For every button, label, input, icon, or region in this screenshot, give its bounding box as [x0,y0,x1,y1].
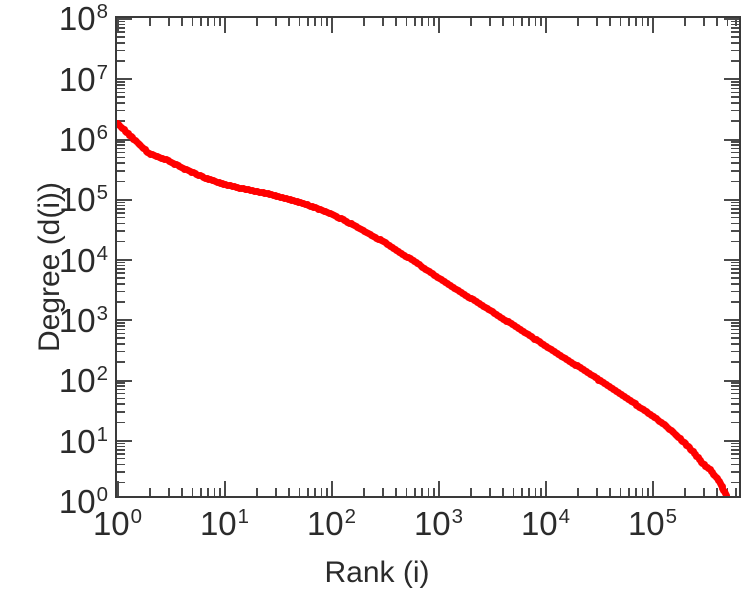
y-tick-label-1e2: 102 [0,362,108,400]
x-tick-mantissa: 10 [413,505,451,542]
y-tick-mantissa: 10 [58,423,96,460]
x-tick-mantissa: 10 [199,505,237,542]
y-tick-exponent: 6 [96,121,108,144]
x-tick-mantissa: 10 [520,505,558,542]
x-tick-exponent: 0 [130,505,143,528]
x-tick-label-1e5: 105 [605,505,700,543]
y-tick-mantissa: 10 [58,362,96,399]
x-tick-mantissa: 10 [306,505,344,542]
x-tick-exponent: 2 [344,505,357,528]
y-tick-exponent: 5 [96,181,108,204]
y-tick-label-1e1: 101 [0,423,108,461]
x-tick-exponent: 3 [451,505,464,528]
y-tick-exponent: 2 [96,362,108,385]
x-tick-label-1e3: 103 [391,505,486,543]
y-tick-label-1e6: 106 [0,121,108,159]
x-tick-label-1e4: 104 [498,505,593,543]
data-point [723,493,731,496]
y-tick-label-1e5: 105 [0,181,108,219]
y-axis-title: Degree (d(i)) [33,181,66,353]
x-tick-exponent: 1 [237,505,250,528]
y-tick-exponent: 3 [96,302,108,325]
y-tick-exponent: 4 [96,242,108,265]
y-tick-label-1e0: 100 [0,483,108,521]
x-axis-title: Rank (i) [324,556,430,589]
y-tick-mantissa: 10 [58,302,96,339]
y-tick-mantissa: 10 [58,0,96,37]
x-tick-label-1e2: 102 [284,505,379,543]
y-tick-mantissa: 10 [58,121,96,158]
plot-area [115,16,741,498]
y-tick-exponent: 0 [96,483,108,506]
x-tick-mantissa: 10 [92,505,130,542]
data-point [724,494,732,496]
y-tick-label-1e3: 103 [0,302,108,340]
x-tick-mantissa: 10 [627,505,665,542]
data-point [117,119,121,127]
y-tick-exponent: 8 [96,0,108,23]
y-tick-mantissa: 10 [58,242,96,279]
x-tick-exponent: 4 [558,505,571,528]
x-tick-label-1e0: 100 [70,505,165,543]
y-tick-label-1e8: 108 [0,0,108,38]
x-tick-exponent: 5 [665,505,678,528]
y-tick-label-1e4: 104 [0,242,108,280]
y-tick-mantissa: 10 [58,181,96,218]
data-series-degree-rank [117,18,739,496]
y-tick-exponent: 1 [96,423,108,446]
y-tick-exponent: 7 [96,61,108,84]
y-tick-label-1e7: 107 [0,61,108,99]
y-tick-mantissa: 10 [58,61,96,98]
y-tick-mantissa: 10 [58,483,96,520]
x-tick-label-1e1: 101 [177,505,272,543]
